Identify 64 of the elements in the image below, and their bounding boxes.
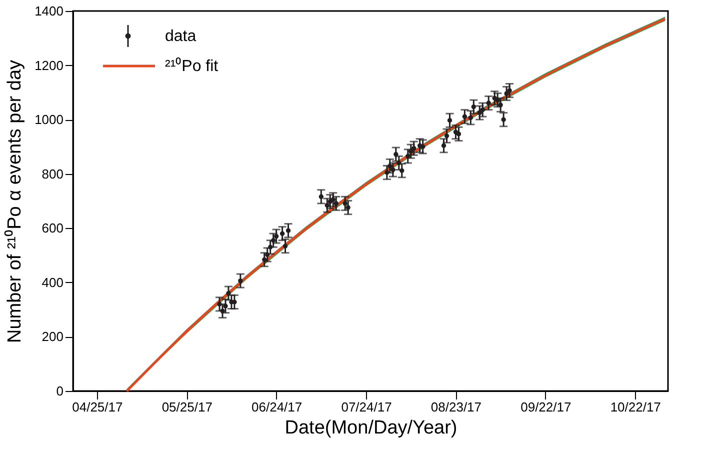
point xyxy=(468,115,474,120)
point xyxy=(270,238,276,243)
point xyxy=(232,300,237,304)
y-tick-label: 200 xyxy=(42,329,64,344)
point xyxy=(217,302,222,306)
y-axis-title: Number of ²¹⁰Po α events per day xyxy=(4,59,26,344)
point xyxy=(420,144,426,150)
x-tick-label: 09/22/17 xyxy=(520,400,572,414)
point xyxy=(226,290,231,296)
y-tick-label: 400 xyxy=(42,274,64,290)
point xyxy=(412,146,416,151)
point xyxy=(220,308,225,314)
point xyxy=(501,117,506,122)
point xyxy=(342,201,348,206)
point xyxy=(394,152,398,157)
point xyxy=(441,143,446,148)
point xyxy=(444,134,450,138)
point xyxy=(504,91,509,96)
point xyxy=(223,304,228,308)
point xyxy=(495,98,500,102)
point xyxy=(462,114,468,119)
y-tick-label: 1400 xyxy=(34,4,64,18)
point xyxy=(318,194,324,199)
point xyxy=(408,148,414,154)
point xyxy=(477,110,482,116)
x-tick-label: 05/25/17 xyxy=(162,400,212,414)
point xyxy=(486,100,491,106)
y-tick-label: 800 xyxy=(42,166,64,182)
point xyxy=(456,132,462,136)
x-tick-label: 07/24/17 xyxy=(341,400,392,414)
point xyxy=(396,160,402,166)
point xyxy=(286,228,291,233)
x-tick-label: 10/22/17 xyxy=(610,400,661,414)
point xyxy=(498,102,503,108)
point xyxy=(400,168,404,173)
point xyxy=(384,170,390,175)
legend-label: data xyxy=(165,28,196,45)
x-axis-title: Date(Mon/Day/Year) xyxy=(284,418,458,438)
point xyxy=(406,154,410,159)
point xyxy=(447,118,452,123)
point xyxy=(268,244,273,250)
point xyxy=(330,197,336,202)
point xyxy=(324,203,330,208)
point xyxy=(262,257,267,262)
point xyxy=(280,231,285,236)
x-tick-label: 08/23/17 xyxy=(430,400,482,414)
point xyxy=(388,164,392,168)
point xyxy=(346,205,350,210)
y-tick-label: 1000 xyxy=(34,112,64,128)
y-tick-label: 0 xyxy=(56,384,64,398)
point xyxy=(238,278,243,284)
x-tick-label: 04/25/17 xyxy=(72,400,123,414)
point xyxy=(334,201,338,206)
point xyxy=(390,167,396,172)
point xyxy=(282,244,288,248)
point xyxy=(507,88,512,93)
y-tick-label: 600 xyxy=(42,220,64,236)
point xyxy=(480,107,485,112)
point xyxy=(265,252,270,258)
point xyxy=(471,104,476,110)
x-tick-label: 06/24/17 xyxy=(252,400,302,414)
point xyxy=(274,234,279,239)
y-tick-label: 1200 xyxy=(34,58,64,73)
legend-label: ²¹⁰Po fit xyxy=(165,57,219,75)
